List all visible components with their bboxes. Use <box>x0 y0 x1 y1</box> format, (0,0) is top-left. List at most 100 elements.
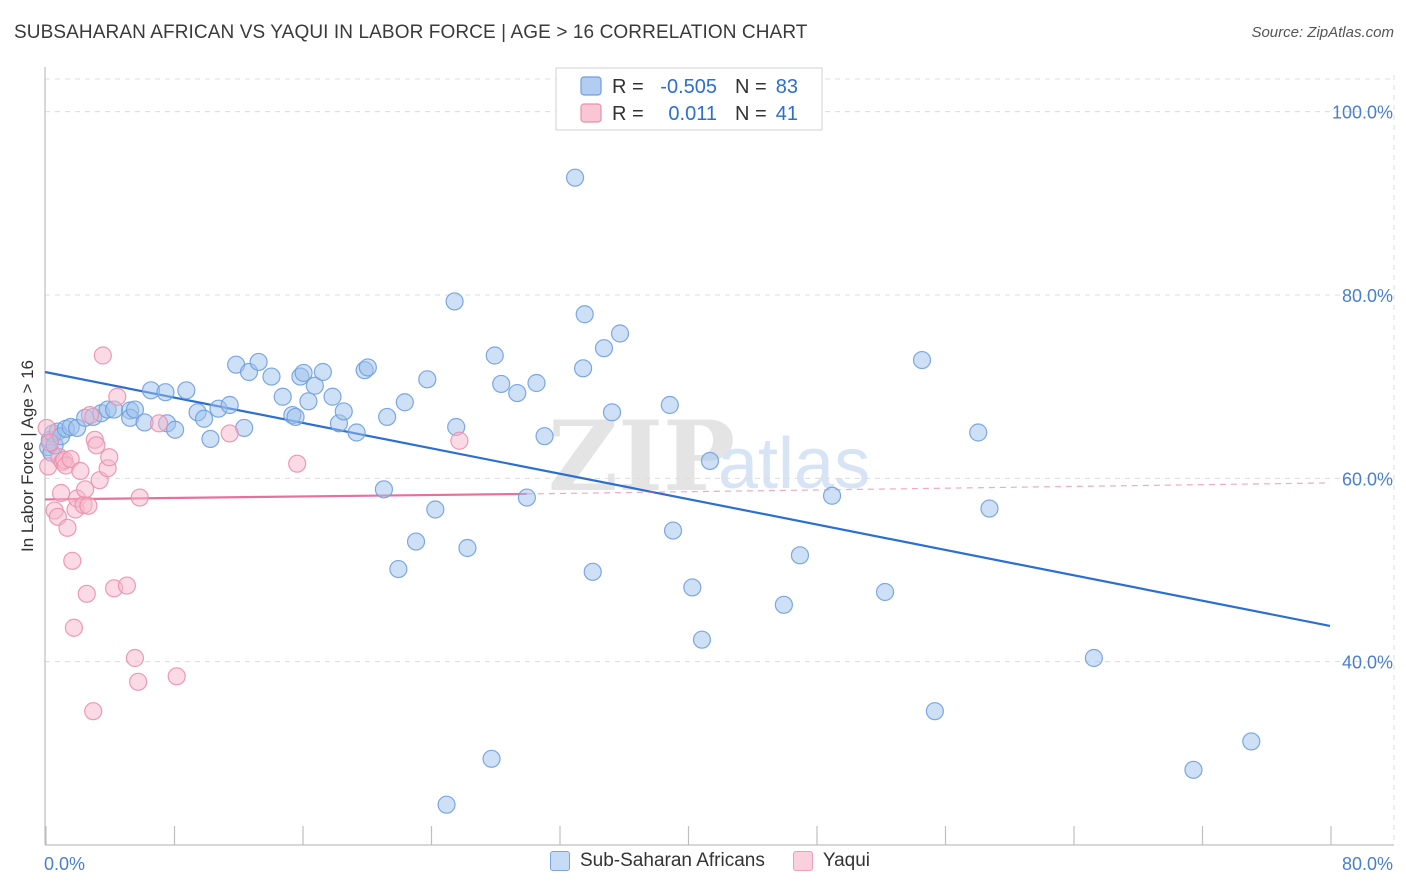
stats-legend: R = -0.505 N = 83 R = 0.011 N = 41 <box>555 67 823 131</box>
point-yaqui <box>288 454 307 473</box>
point-yaqui <box>93 346 112 365</box>
point-yaqui <box>84 702 103 721</box>
point-yaqui <box>51 483 71 503</box>
point-sub-saharan-africans <box>912 350 932 370</box>
point-sub-saharan-africans <box>1084 648 1103 668</box>
point-sub-saharan-africans <box>323 387 342 406</box>
point-sub-saharan-africans <box>458 538 477 558</box>
point-sub-saharan-africans <box>700 451 720 471</box>
point-sub-saharan-africans <box>156 383 175 402</box>
point-sub-saharan-africans <box>508 383 527 403</box>
legend-item-sub-saharan-africans[interactable]: Sub-Saharan Africans <box>550 850 765 872</box>
point-sub-saharan-africans <box>262 367 281 386</box>
point-sub-saharan-africans <box>426 500 445 519</box>
stats-n-label: N = <box>735 103 767 125</box>
point-sub-saharan-africans <box>575 305 594 324</box>
legend-label-sub-saharan-africans: Sub-Saharan Africans <box>580 850 765 871</box>
point-yaqui <box>40 433 59 452</box>
point-sub-saharan-africans <box>437 795 456 814</box>
point-yaqui <box>63 551 82 570</box>
point-yaqui <box>79 496 98 515</box>
point-sub-saharan-africans <box>980 499 999 518</box>
point-sub-saharan-africans <box>445 292 464 311</box>
stats-r-value: -0.505 <box>660 76 717 98</box>
stats-swatch <box>580 103 602 123</box>
trend-lines <box>44 370 1331 627</box>
point-sub-saharan-africans <box>220 395 239 415</box>
point-sub-saharan-africans <box>485 346 504 365</box>
point-yaqui <box>167 667 186 686</box>
point-sub-saharan-africans <box>305 376 324 395</box>
point-sub-saharan-africans <box>602 403 622 422</box>
point-sub-saharan-africans <box>374 480 394 499</box>
point-sub-saharan-africans <box>334 402 353 421</box>
y-tick-label: 80.0% <box>1342 286 1393 306</box>
point-sub-saharan-africans <box>249 352 268 372</box>
point-sub-saharan-africans <box>1184 760 1203 779</box>
point-yaqui <box>61 449 80 469</box>
legend-item-yaqui[interactable]: Yaqui <box>792 850 871 872</box>
point-yaqui <box>71 461 90 481</box>
point-sub-saharan-africans <box>663 521 683 540</box>
point-yaqui <box>117 576 137 595</box>
y-tick-label: 100.0% <box>1332 103 1393 123</box>
trend-line-yaqui <box>44 492 527 501</box>
point-sub-saharan-africans <box>299 392 318 411</box>
point-sub-saharan-africans <box>573 359 593 378</box>
point-sub-saharan-africans <box>378 407 397 427</box>
point-yaqui <box>130 488 149 507</box>
stats-r-label: R = <box>612 76 644 98</box>
point-sub-saharan-africans <box>201 429 220 449</box>
point-sub-saharan-africans <box>273 387 292 406</box>
chart-title: SUBSAHARAN AFRICAN VS YAQUI IN LABOR FOR… <box>14 22 808 43</box>
series-legend: Sub-Saharan Africans Yaqui <box>550 850 898 872</box>
point-sub-saharan-africans <box>1242 732 1261 751</box>
point-yaqui <box>64 618 84 637</box>
source-note: Source: ZipAtlas.com <box>1251 24 1394 41</box>
point-sub-saharan-africans <box>774 595 793 614</box>
point-sub-saharan-africans <box>125 400 145 419</box>
point-sub-saharan-africans <box>583 562 602 581</box>
point-sub-saharan-africans <box>683 578 702 597</box>
point-sub-saharan-africans <box>194 409 214 428</box>
stats-r-label: R = <box>612 103 644 125</box>
x-tick-label: 80.0% <box>1342 854 1393 874</box>
point-sub-saharan-africans <box>313 362 332 382</box>
y-tick-label: 60.0% <box>1342 469 1393 489</box>
stats-n-label: N = <box>735 76 767 98</box>
point-sub-saharan-africans <box>177 381 196 400</box>
point-sub-saharan-africans <box>347 423 366 442</box>
point-sub-saharan-africans <box>358 358 377 377</box>
data-points <box>37 168 1261 814</box>
point-sub-saharan-africans <box>822 486 842 505</box>
point-yaqui <box>77 584 96 603</box>
point-sub-saharan-africans <box>660 395 679 415</box>
point-sub-saharan-africans <box>294 363 313 383</box>
point-sub-saharan-africans <box>406 532 426 551</box>
point-sub-saharan-africans <box>790 546 810 565</box>
stats-n-value: 41 <box>776 103 798 125</box>
legend-label-yaqui: Yaqui <box>822 850 871 871</box>
point-sub-saharan-africans <box>482 749 501 768</box>
point-sub-saharan-africans <box>492 374 511 394</box>
point-sub-saharan-africans <box>535 427 554 446</box>
point-sub-saharan-africans <box>925 702 944 721</box>
legend-swatch-yaqui <box>792 851 813 871</box>
point-yaqui <box>37 418 56 438</box>
point-sub-saharan-africans <box>166 420 185 439</box>
point-yaqui <box>80 405 100 425</box>
point-sub-saharan-africans <box>389 559 408 579</box>
point-yaqui <box>450 431 469 450</box>
point-yaqui <box>58 518 77 537</box>
stats-swatch <box>580 76 602 96</box>
point-yaqui <box>125 648 145 668</box>
point-yaqui <box>129 672 148 691</box>
point-yaqui <box>100 448 119 467</box>
legend-swatch-sub-saharan-africans <box>550 851 570 871</box>
stats-n-value: 83 <box>776 76 798 98</box>
point-yaqui <box>108 387 127 406</box>
tick-labels: 100.0% 80.0% 60.0% 40.0% 0.0% 80.0% <box>44 103 1393 874</box>
point-sub-saharan-africans <box>969 423 988 442</box>
stats-r-value: 0.011 <box>668 103 717 125</box>
